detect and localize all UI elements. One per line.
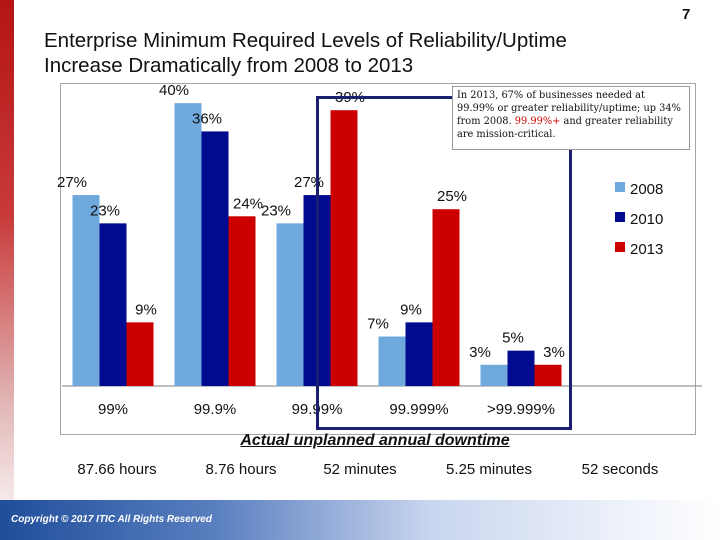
bar-2008 — [378, 336, 406, 386]
downtime-value: 52 seconds — [581, 461, 659, 478]
bar-2010 — [303, 195, 331, 386]
data-label: 23% — [261, 202, 291, 219]
data-label: 27% — [57, 174, 87, 191]
bar-2010 — [507, 350, 535, 386]
callout-text-end: and greater reliability are mission-crit… — [457, 116, 673, 140]
data-label: 39% — [335, 89, 365, 106]
bar-2013 — [228, 216, 256, 386]
downtime-value: 8.76 hours — [205, 461, 277, 478]
data-label: 5% — [502, 330, 524, 347]
data-label: 3% — [543, 344, 565, 361]
bar-2008 — [276, 223, 304, 386]
category-label: 99.99% — [292, 401, 343, 418]
slide-title-line-1: Enterprise Minimum Required Levels of Re… — [44, 29, 567, 52]
data-label: 40% — [159, 82, 189, 99]
category-label: >99.999% — [487, 401, 555, 418]
downtime-value: 5.25 minutes — [446, 461, 532, 478]
bar-2013 — [330, 110, 358, 386]
downtime-heading: Actual unplanned annual downtime — [240, 432, 510, 449]
bar-2013 — [432, 209, 460, 386]
data-label: 27% — [294, 174, 324, 191]
bar-2010 — [201, 131, 229, 386]
callout-note: In 2013, 67% of businesses needed at 99.… — [452, 86, 690, 150]
downtime-value: 52 minutes — [323, 461, 397, 478]
legend-swatch — [615, 212, 625, 222]
bar-2013 — [534, 364, 562, 386]
legend-label: 2010 — [630, 211, 663, 228]
category-label: 99.999% — [389, 401, 448, 418]
legend-label: 2013 — [630, 241, 663, 258]
legend-swatch — [615, 242, 625, 252]
data-label: 9% — [400, 301, 422, 318]
data-label: 23% — [90, 202, 120, 219]
callout-text: In 2013, 67% of businesses needed at 99.… — [457, 90, 681, 127]
category-label: 99.9% — [194, 401, 237, 418]
page-number: 7 — [682, 6, 691, 23]
slide-title-line-2: Increase Dramatically from 2008 to 2013 — [44, 54, 414, 77]
footer-bar — [0, 500, 720, 540]
bar-2008 — [174, 103, 202, 387]
legend-swatch — [615, 182, 625, 192]
data-label: 36% — [192, 110, 222, 127]
copyright-text: Copyright © 2017 ITIC All Rights Reserve… — [11, 514, 212, 525]
data-label: 25% — [437, 188, 467, 205]
data-label: 7% — [367, 316, 389, 333]
data-label: 24% — [233, 195, 263, 212]
bar-2008 — [480, 364, 508, 386]
bar-2013 — [126, 322, 154, 386]
slide-title: Enterprise Minimum Required Levels of Re… — [44, 28, 684, 78]
left-accent-stripe — [0, 0, 14, 540]
category-label: 99% — [98, 401, 128, 418]
data-label: 9% — [135, 301, 157, 318]
bar-2010 — [405, 322, 433, 386]
downtime-values-row: 87.66 hours 8.76 hours 52 minutes 5.25 m… — [0, 461, 720, 481]
downtime-value: 87.66 hours — [77, 461, 157, 478]
bar-2008 — [72, 195, 100, 386]
data-label: 3% — [469, 344, 491, 361]
legend-label: 2008 — [630, 181, 663, 198]
callout-highlight-text: 99.99%+ — [514, 116, 561, 127]
bar-2010 — [99, 223, 127, 386]
